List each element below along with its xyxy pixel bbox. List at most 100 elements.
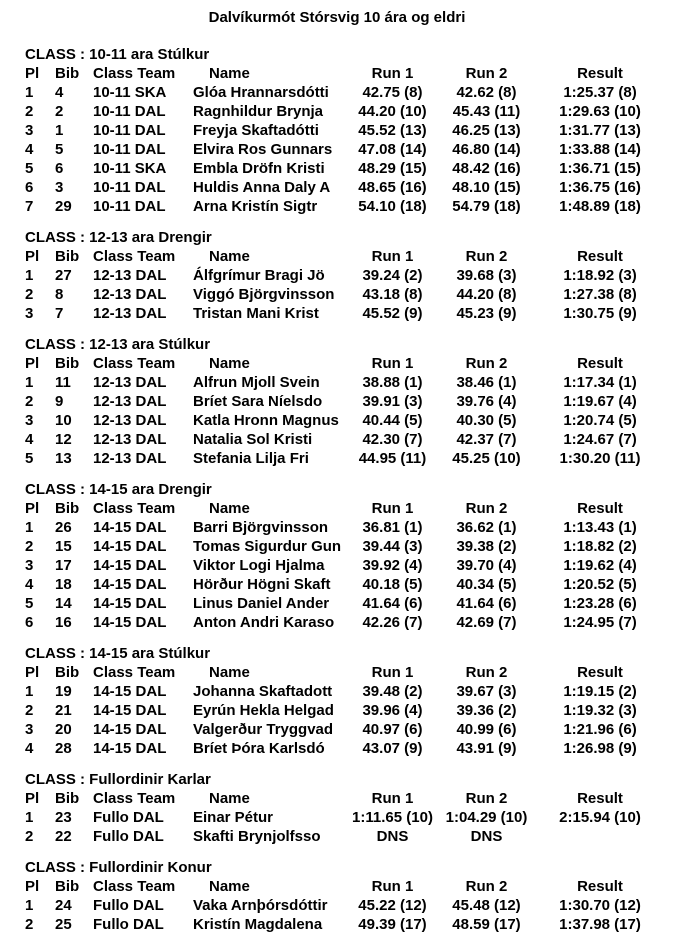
class-heading: CLASS : Fullordinir Konur [25,859,212,876]
cell-bib: 14 [55,595,72,612]
cell-result: 1:21.96 (6) [563,721,637,738]
cell-name: Barri Björgvinsson [193,519,329,536]
cell-run2: 40.99 (6) [456,721,517,738]
cell-name: Ragnhildur Brynja [193,103,324,120]
column-header-pl: Pl [25,790,40,807]
class-heading: CLASS : 14-15 ara Stúlkur [25,645,211,662]
column-header-row: Pl Bib Class Team Name Run 1 Run 2 Result [25,663,666,682]
cell-result: 1:25.37 (8) [563,84,637,101]
cell-result: 1:20.52 (5) [563,576,637,593]
cell-class-team: Fullo DAL [93,916,164,932]
result-row: 2 25 Fullo DAL Kristín Magdalena 49.39 (17) 4… [25,915,666,932]
class-section: CLASS : 12-13 ara Stúlkur Pl Bib Class Tea… [25,335,674,468]
cell-run2: 46.25 (13) [452,122,521,139]
sections-container: CLASS : 10-11 ara Stúlkur Pl Bib Class Tea… [0,45,674,932]
cell-run2: 45.48 (12) [452,897,521,914]
cell-run1: 54.10 (18) [358,198,427,215]
column-header-bib: Bib [55,248,80,265]
cell-run2: 54.79 (18) [452,198,521,215]
column-header-class-team: Class Team [93,65,176,82]
column-header-bib: Bib [55,500,80,517]
cell-run2: 46.80 (14) [452,141,521,158]
column-header-name: Name [209,248,250,265]
column-header-row: Pl Bib Class Team Name Run 1 Run 2 Result [25,499,666,518]
cell-pl: 4 [25,740,34,757]
column-header-row: Pl Bib Class Team Name Run 1 Run 2 Result [25,64,666,83]
cell-bib: 27 [55,267,72,284]
class-heading: CLASS : 12-13 ara Drengir [25,229,212,246]
column-header-run2: Run 2 [465,248,508,265]
result-row: 4 28 14-15 DAL Bríet Þóra Karlsdó 43.07 (9) 4… [25,739,666,758]
cell-result: 1:36.71 (15) [559,160,641,177]
column-header-result: Result [577,65,623,82]
column-header-pl: Pl [25,664,40,681]
cell-run1: 40.97 (6) [362,721,423,738]
cell-run1: 44.95 (11) [358,450,427,467]
column-header-class-team: Class Team [93,500,176,517]
cell-run2: 39.70 (4) [456,557,517,574]
cell-bib: 4 [55,84,64,101]
column-header-run1: Run 1 [371,878,414,895]
cell-run2: 39.36 (2) [456,702,517,719]
column-header-name: Name [209,500,250,517]
cell-name: Viktor Logi Hjalma [193,557,325,574]
cell-class-team: 12-13 DAL [93,393,167,410]
result-row: 4 18 14-15 DAL Hörður Högni Skaft 40.18 (5) 4… [25,575,666,594]
result-row: 1 19 14-15 DAL Johanna Skaftadott 39.48 (2) 3… [25,682,666,701]
cell-pl: 5 [25,595,34,612]
cell-class-team: 10-11 SKA [93,160,167,177]
cell-pl: 4 [25,431,34,448]
cell-run2: 48.59 (17) [452,916,521,932]
cell-name: Stefania Lilja Fri [193,450,309,467]
column-header-class-team: Class Team [93,248,176,265]
cell-name: Tomas Sigurdur Gun [193,538,342,555]
cell-bib: 5 [55,141,64,158]
cell-run1: 49.39 (17) [358,916,427,932]
cell-run2: 40.34 (5) [456,576,517,593]
column-header-name: Name [209,790,250,807]
cell-result: 1:48.89 (18) [559,198,641,215]
cell-run1: 47.08 (14) [358,141,427,158]
column-header-name: Name [209,878,250,895]
class-section: CLASS : Fullordinir Konur Pl Bib Class Tea… [25,858,674,932]
cell-name: Embla Dröfn Kristi [193,160,325,177]
result-row: 1 27 12-13 DAL Álfgrímur Bragi Jö 39.24 (2) 3… [25,266,666,285]
column-header-bib: Bib [55,790,80,807]
result-row: 3 20 14-15 DAL Valgerður Tryggvad 40.97 (6) 4… [25,720,666,739]
cell-name: Eyrún Hekla Helgad [193,702,334,719]
cell-class-team: Fullo DAL [93,809,164,826]
cell-run2: 39.76 (4) [456,393,517,410]
cell-pl: 4 [25,576,34,593]
cell-class-team: 10-11 DAL [93,141,166,158]
cell-pl: 6 [25,179,34,196]
cell-result: 1:33.88 (14) [559,141,641,158]
cell-pl: 2 [25,103,34,120]
result-row: 1 4 10-11 SKA Glóa Hrannarsdótti 42.75 (8) 42… [25,83,666,102]
results-table: Pl Bib Class Team Name Run 1 Run 2 Result 1 11 1… [25,354,666,468]
cell-run1: 42.75 (8) [362,84,423,101]
cell-pl: 2 [25,286,34,303]
cell-result: 1:19.62 (4) [563,557,637,574]
cell-name: Kristín Magdalena [193,916,323,932]
column-header-run1: Run 1 [371,500,414,517]
column-header-row: Pl Bib Class Team Name Run 1 Run 2 Result [25,247,666,266]
column-header-result: Result [577,878,623,895]
column-header-run1: Run 1 [371,664,414,681]
cell-class-team: 12-13 DAL [93,450,167,467]
cell-pl: 1 [25,374,34,391]
column-header-run1: Run 1 [371,355,414,372]
cell-class-team: 10-11 SKA [93,84,167,101]
cell-name: Valgerður Tryggvad [193,721,334,738]
cell-bib: 15 [55,538,72,555]
result-row: 3 17 14-15 DAL Viktor Logi Hjalma 39.92 (4) 3… [25,556,666,575]
cell-result: 1:31.77 (13) [559,122,641,139]
cell-class-team: 14-15 DAL [93,576,167,593]
column-header-row: Pl Bib Class Team Name Run 1 Run 2 Result [25,354,666,373]
class-heading: CLASS : Fullordinir Karlar [25,771,211,788]
cell-run2: 45.23 (9) [456,305,517,322]
cell-class-team: 14-15 DAL [93,740,167,757]
cell-pl: 1 [25,84,34,101]
column-header-run1: Run 1 [371,65,414,82]
cell-result: 1:24.95 (7) [563,614,637,631]
cell-pl: 2 [25,393,34,410]
